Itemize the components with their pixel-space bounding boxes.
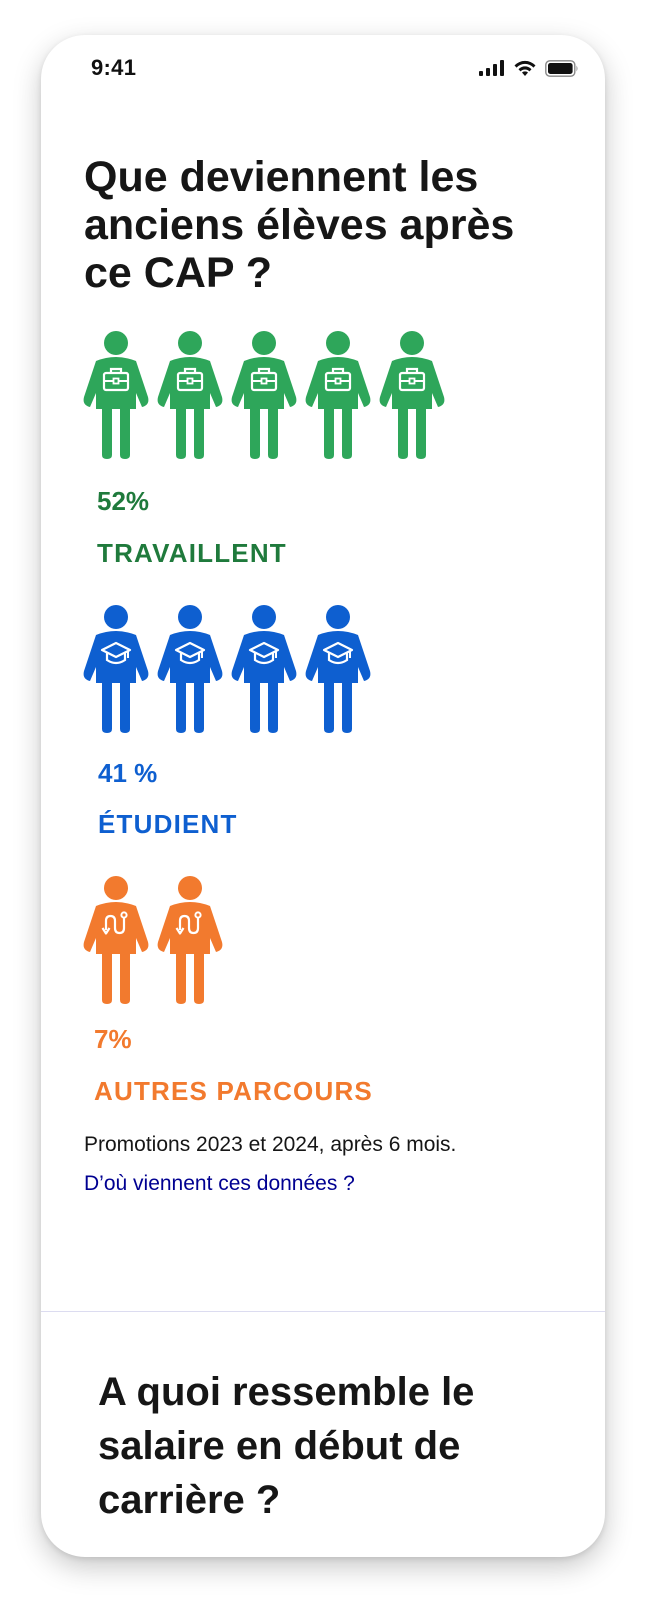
status-time: 9:41 [91, 55, 137, 80]
percent-travaillent: 52% [97, 486, 150, 516]
person-studying-icon [156, 605, 224, 733]
people-row-etudient [82, 605, 372, 733]
group-autres-parcours [82, 876, 224, 1004]
section-title: Que deviennent les anciens élèves après … [84, 153, 515, 297]
person-working-icon [156, 331, 224, 459]
percent-etudient: 41 % [98, 758, 158, 788]
person-studying-icon [82, 605, 150, 733]
section-divider [41, 1311, 605, 1312]
battery-icon [545, 59, 578, 77]
salary-section-title: A quoi ressemble le salaire en début de … [98, 1370, 475, 1522]
person-studying-icon [230, 605, 298, 733]
people-row-travaillent [82, 331, 446, 459]
phone-frame: 9:41 Que deviennent les anciens élèves a… [41, 35, 605, 1557]
people-row-autres [82, 876, 224, 1004]
person-studying-icon [304, 605, 372, 733]
person-working-icon [378, 331, 446, 459]
status-bar: 9:41 [41, 35, 605, 105]
person-working-icon [82, 331, 150, 459]
group-etudient [82, 605, 372, 733]
person-other-path-icon [156, 876, 224, 1004]
group-travaillent [82, 331, 446, 459]
label-travaillent: TRAVAILLENT [97, 538, 287, 568]
wifi-icon [514, 60, 536, 76]
data-source-link[interactable]: D’où viennent ces données ? [84, 1172, 355, 1195]
source-note: Promotions 2023 et 2024, après 6 mois. [84, 1133, 457, 1156]
person-working-icon [230, 331, 298, 459]
percent-autres: 7% [94, 1024, 132, 1054]
person-other-path-icon [82, 876, 150, 1004]
label-autres: AUTRES PARCOURS [94, 1076, 373, 1106]
label-etudient: ÉTUDIENT [98, 809, 238, 839]
cellular-signal-icon [479, 60, 504, 76]
person-working-icon [304, 331, 372, 459]
status-icons [479, 59, 579, 77]
